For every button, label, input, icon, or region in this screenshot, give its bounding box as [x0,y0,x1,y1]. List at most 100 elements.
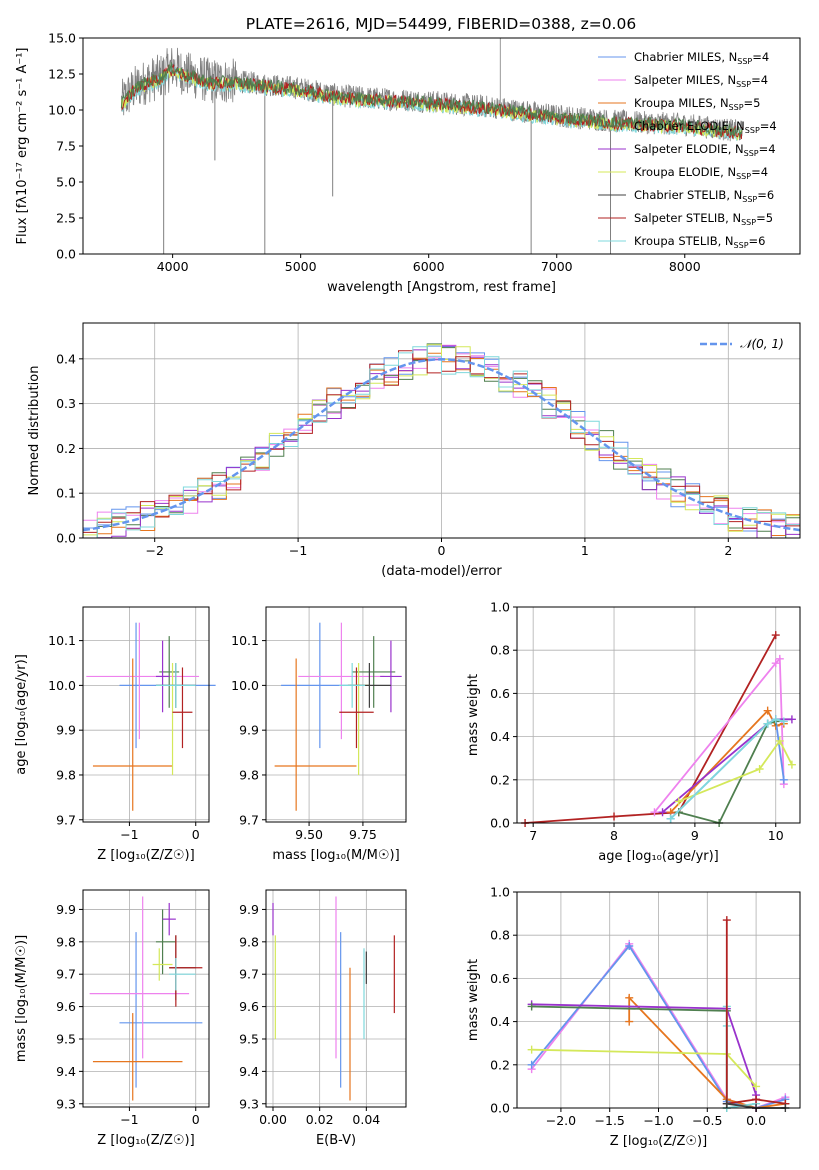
y-tick-label: 0.4 [490,1014,510,1029]
massweight-point-marker [674,808,683,817]
x-tick-label: −1 [120,827,138,842]
x-tick-label: 0.0 [746,1113,766,1128]
histogram-step-line [83,346,800,539]
y-tick-label: 9.7 [56,812,76,827]
x-axis-label: E(B-V) [316,1133,356,1148]
x-tick-label: 0 [192,827,200,842]
y-tick-label: 9.9 [239,723,259,738]
mass-ebv-axes: 0.00 0.02 0.04 9.3 9.4 9.5 9.6 9.7 9.8 9.9 E(B-V) [239,889,407,1148]
mass-ebv-errorbars [272,896,395,1101]
legend-entry-suffix: =4 [759,142,776,156]
age-z-errorbars [86,622,216,811]
y-tick-label: 9.8 [56,934,76,949]
y-tick-label: 9.4 [239,1064,259,1079]
y-tick-label: 9.8 [239,767,259,782]
mass-vs-metallicity-panel: −1 0 9.3 9.4 9.5 9.6 9.7 9.8 9.9 Z [log₁₀(Z/Z☉)] m… [14,889,210,1148]
massweight-series-line [678,720,776,825]
x-tick-label: −0.5 [692,1113,722,1128]
x-tick-label: 0 [438,543,446,558]
mass-z-errorbars [89,896,203,1101]
axes-frame [82,606,210,823]
massweight-point-marker [771,715,780,724]
y-axis-label: mass weight [466,674,481,756]
massweight-series-line [669,717,785,820]
x-tick-label: 4000 [157,259,189,274]
mw-age-grid [517,606,800,824]
histogram-legend: 𝒩(0, 1) [700,337,784,351]
massweight-point-marker [752,1095,761,1104]
x-tick-label: 6000 [413,259,445,274]
massweight-series-line [525,634,777,824]
y-tick-label: 9.3 [239,1096,259,1111]
x-axis-label: (data-model)/error [381,564,502,579]
legend-entry-subscript: SSP [741,218,756,227]
legend-entry-suffix: =4 [751,73,768,87]
y-tick-label: 9.6 [56,999,76,1014]
x-tick-label: 1 [581,543,589,558]
massweight-series-line [669,709,785,813]
x-axis-label: age [log₁₀(age/yr)] [598,849,719,864]
legend-entry-subscript: SSP [729,103,744,112]
massweight-series-line [678,739,793,803]
mw-age-axes: 7 8 9 10 0.0 0.2 0.4 0.6 0.8 1.0 age [log₁₀(age/yr… [466,600,801,864]
legend-entry-subscript: SSP [745,126,760,135]
massweight-point-marker [722,1099,731,1108]
y-tick-label: 0.8 [490,928,510,943]
massweight-point-marker [674,797,683,806]
figure-title: PLATE=2616, MJD=54499, FIBERID=0388, z=0… [246,15,636,33]
mass-vs-ebv-panel: 0.00 0.02 0.04 9.3 9.4 9.5 9.6 9.7 9.8 9.9 E(B-V) [239,889,407,1148]
massweight-point-marker [771,659,780,668]
massweight-point-marker [775,736,784,745]
y-tick-label: 9.3 [56,1096,76,1111]
massweight-series-line [725,920,786,1105]
y-tick-label: 9.7 [239,812,259,827]
y-tick-label: 2.5 [56,211,76,226]
y-axis-label: Flux [fλ10⁻¹⁷ erg cm⁻² s⁻¹ A⁻¹] [15,48,30,245]
y-tick-label: 5.0 [56,175,76,190]
x-axis-label: wavelength [Angstrom, rest frame] [327,280,556,295]
massweight-point-marker [650,808,659,817]
mw-z-grid [517,891,800,1109]
legend-entry-suffix: =6 [757,188,774,202]
age-mass-axes: 9.50 9.75 9.7 9.8 9.9 10.0 10.1 mass [log₁₀(M/M… [231,606,407,863]
x-tick-label: 2 [724,543,732,558]
y-tick-label: 9.9 [56,723,76,738]
massweight-point-marker [527,1045,536,1054]
legend-entry-label: Salpeter STELIB, NSSP=5 [634,211,773,227]
age-vs-mass-panel: 9.50 9.75 9.7 9.8 9.9 10.0 10.1 mass [log₁₀(M/M… [231,606,407,863]
age-vs-metallicity-panel: −1 0 9.7 9.8 9.9 10.0 10.1 Z [log₁₀(Z/Z☉)] age [… [14,606,216,863]
x-axis-label: mass [log₁₀(M/M☉)] [272,848,399,863]
x-axis-label: Z [log₁₀(Z/Z☉)] [610,1134,707,1149]
massweight-point-marker [787,760,796,769]
histogram-axes: −2 −1 0 1 2 0.0 0.1 0.2 0.3 0.4 (data-model)/error… [27,322,801,579]
x-tick-label: 8000 [669,259,701,274]
massweight-series-line [531,1048,757,1088]
x-tick-label: −1 [120,1112,138,1127]
x-tick-label: 10 [768,828,784,843]
legend-entry-label: Chabrier MILES, NSSP=4 [634,50,769,66]
y-tick-label: 0.0 [490,1101,510,1116]
x-axis-label: Z [log₁₀(Z/Z☉)] [97,848,194,863]
y-tick-label: 9.7 [239,967,259,982]
x-tick-label: −1.5 [595,1113,625,1128]
legend-entry-label: Salpeter ELODIE, NSSP=4 [634,142,776,158]
legend-entry-subscript: SSP [737,57,752,66]
y-tick-label: 9.6 [239,999,259,1014]
massweight-point-marker [625,1017,634,1026]
y-axis-label: mass weight [466,959,481,1041]
y-tick-label: 10.0 [48,103,76,118]
y-tick-label: 0.0 [490,816,510,831]
age-z-grid [83,607,209,822]
y-tick-label: 0.3 [56,396,76,411]
axes-frame [82,889,210,1108]
massweight-vs-metallicity-panel: −2.0 −1.5 −1.0 −0.5 0.0 0.0 0.2 0.4 0.6 0.8 1.0 Z [… [466,885,801,1149]
massweight-point-marker [666,814,675,823]
axes-frame [516,606,801,824]
y-tick-label: 0.6 [490,686,510,701]
massweight-point-marker [625,942,634,950]
y-axis-label: Normed distribution [27,366,42,496]
y-tick-label: 9.5 [239,1031,259,1046]
x-tick-label: 9 [691,828,699,843]
y-tick-label: 12.5 [48,67,76,82]
x-tick-label: 9.75 [349,827,377,842]
